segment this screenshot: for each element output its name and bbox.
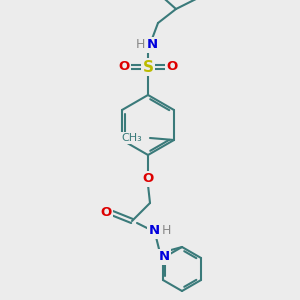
Text: H: H: [161, 224, 171, 238]
Text: O: O: [118, 61, 130, 74]
Text: O: O: [100, 206, 112, 220]
Text: O: O: [167, 61, 178, 74]
Text: N: N: [148, 224, 160, 238]
Text: CH₃: CH₃: [121, 133, 142, 143]
Text: N: N: [146, 38, 158, 52]
Text: S: S: [142, 59, 154, 74]
Text: O: O: [142, 172, 154, 185]
Text: H: H: [135, 38, 145, 52]
Text: N: N: [158, 250, 169, 263]
